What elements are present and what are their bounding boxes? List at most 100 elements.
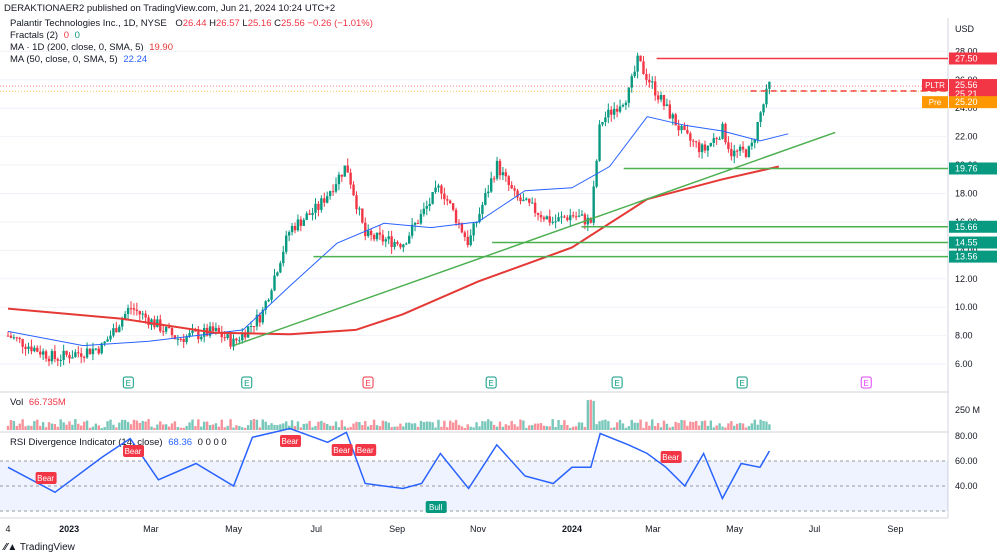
volume-bar <box>121 419 124 430</box>
candle-body <box>615 108 619 112</box>
horizontal-levels[interactable] <box>0 57 948 258</box>
candle-body <box>270 290 273 300</box>
candle-body <box>724 123 727 143</box>
candle-body <box>367 230 370 237</box>
candle-body <box>214 327 218 331</box>
candle-body <box>252 325 256 327</box>
candle-body <box>434 187 437 193</box>
candle-body <box>648 79 651 83</box>
volume-bar <box>718 423 721 430</box>
candle-body <box>18 337 21 340</box>
volume-bar <box>768 424 771 430</box>
volume-bar <box>501 426 505 430</box>
earnings-marker-box <box>611 376 623 389</box>
volume-legend[interactable]: Vol 66.735M <box>10 397 66 408</box>
volume-bar <box>270 423 273 430</box>
candle-body <box>475 222 478 224</box>
candle-body <box>273 275 276 291</box>
volume-bar <box>730 421 733 430</box>
volume-bar <box>36 419 39 430</box>
volume-bar <box>504 424 508 430</box>
volume-bar <box>320 420 323 430</box>
symbol-legend[interactable]: Palantir Technologies Inc., 1D, NYSE O26… <box>10 18 373 29</box>
candle-body <box>170 328 174 336</box>
volume-bar <box>176 427 180 430</box>
fractals-legend[interactable]: Fractals (2) 0 0 <box>10 30 80 41</box>
volume-bar <box>706 425 710 430</box>
candle-body <box>217 327 221 333</box>
candle-body <box>135 309 139 312</box>
divergence-label-text: Bear <box>125 447 142 456</box>
volume-bar <box>141 420 144 430</box>
volume-bar <box>21 419 24 430</box>
open-value: 26.44 <box>182 18 207 29</box>
candle-body <box>671 114 674 119</box>
candle-body <box>554 221 557 223</box>
volume-bar <box>612 427 616 430</box>
divergence-label-box <box>660 451 682 463</box>
candle-body <box>574 216 578 218</box>
candle-body <box>287 232 291 236</box>
volume-bar <box>542 425 546 430</box>
candle-body <box>147 317 150 326</box>
volume-bar <box>68 421 71 430</box>
candle-body <box>47 358 51 362</box>
candle-body <box>469 235 472 246</box>
volume-bar <box>419 420 423 430</box>
volume-bar <box>492 424 496 430</box>
volume-bar <box>513 424 516 430</box>
volume-bar <box>487 419 490 430</box>
price-tick-label: 14.00 <box>955 245 978 255</box>
ma200-legend[interactable]: MA · 1D (200, close, 0, SMA, 5) 19.90 <box>10 42 173 53</box>
volume-bar <box>694 421 698 430</box>
price-tick-label: 24.00 <box>955 103 978 113</box>
candle-body <box>472 223 475 236</box>
volume-bar <box>431 422 434 430</box>
time-tick-label: 2023 <box>59 524 79 534</box>
volume-bar <box>498 421 502 430</box>
earnings-marker-box <box>241 376 253 389</box>
candle-body <box>618 106 622 112</box>
candle-body <box>314 203 317 213</box>
candle-body <box>343 165 346 177</box>
candle-body <box>759 112 762 122</box>
volume-bar <box>569 427 572 430</box>
volume-bar <box>577 422 581 430</box>
candle-body <box>80 353 83 357</box>
volume-bar <box>264 421 267 430</box>
volume-bar <box>448 420 452 430</box>
rsi-legend[interactable]: RSI Divergence Indicator (14, close) 68.… <box>10 437 227 448</box>
volume-bar <box>103 427 106 430</box>
divergence-label-text: Bull <box>429 503 443 512</box>
volume-bar <box>317 421 320 430</box>
volume-bar <box>287 425 291 430</box>
volume-bar <box>85 420 89 430</box>
volume-bar <box>123 419 127 430</box>
candle-body <box>612 108 616 115</box>
candle-body <box>440 185 443 194</box>
volume-bar <box>680 419 683 430</box>
candle-body <box>492 178 496 180</box>
tradingview-logo[interactable]: ⁄⁄▲ TradingView <box>4 542 75 553</box>
candle-body <box>653 81 657 96</box>
candle-body <box>448 200 452 204</box>
candle-body <box>419 214 423 224</box>
volume-bar <box>167 426 171 430</box>
volume-bar <box>323 422 326 430</box>
candle-body <box>311 212 314 215</box>
volume-bar <box>9 420 13 430</box>
volume-bar <box>138 423 141 430</box>
candle-body <box>103 341 106 344</box>
candle-body <box>566 217 569 221</box>
volume-bar <box>203 421 206 430</box>
price-badge-ticker: PLTR <box>925 81 945 90</box>
volume-bar <box>346 427 349 430</box>
volume-bar <box>44 427 48 430</box>
ma50-legend[interactable]: MA (50, close, 0, SMA, 5) 22.24 <box>10 54 147 65</box>
volume-bar <box>71 424 74 430</box>
volume-bar <box>560 424 563 430</box>
candle-body <box>571 215 575 217</box>
volume-bar <box>182 427 185 430</box>
